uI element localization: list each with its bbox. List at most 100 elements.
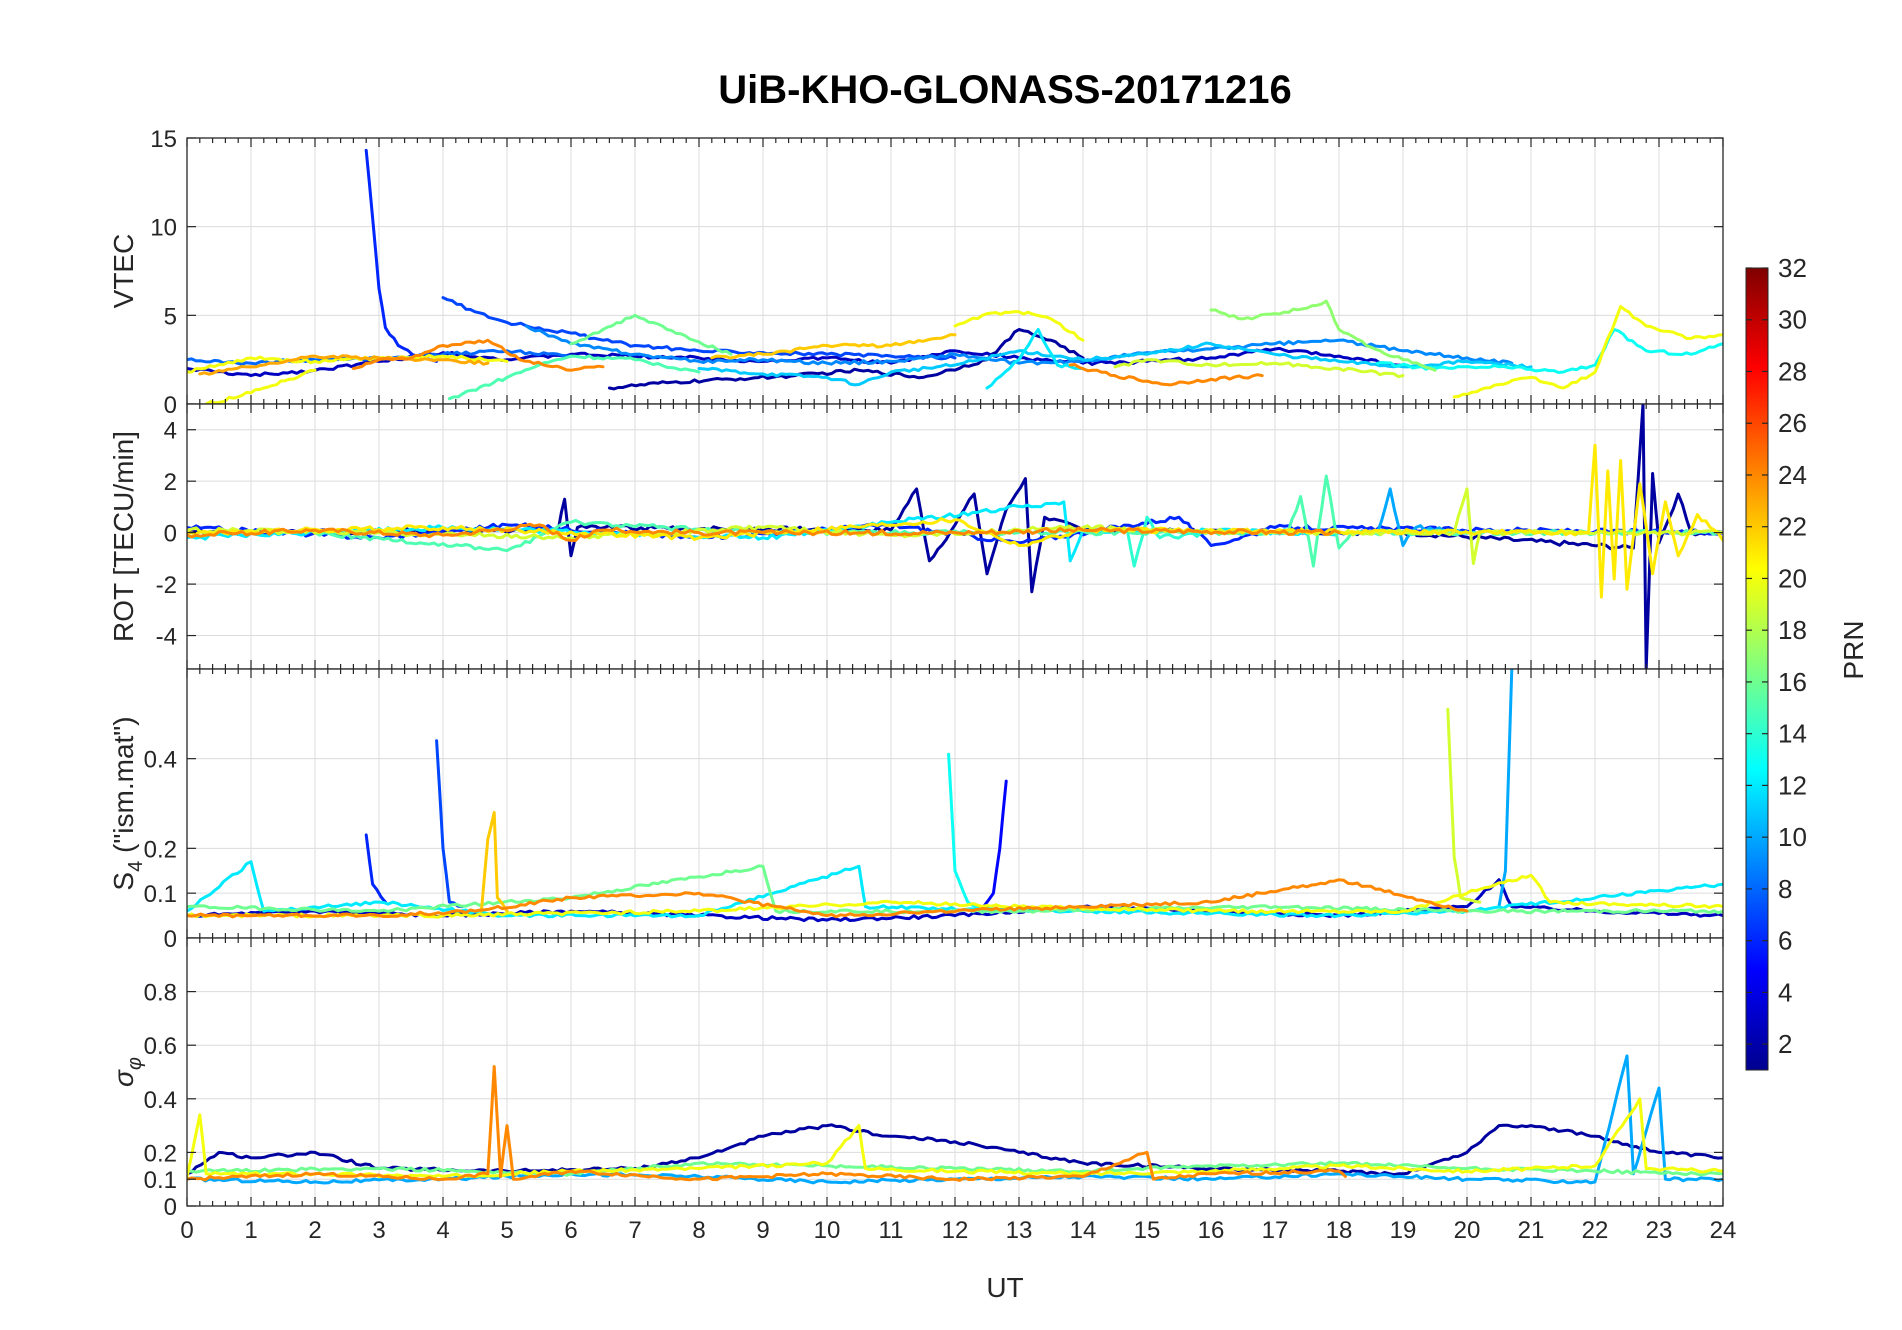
series-prn-12	[985, 328, 1085, 390]
y-tick-label: 0.6	[144, 1033, 177, 1060]
series-prn-13	[1375, 328, 1723, 374]
y-tick-label: 0.1	[144, 881, 177, 908]
x-tick-labels: 0 1 2 3 4 5 6 7 8 9 10 11 12 13 14 15 16 17 18 19 20 21 22 23 24	[180, 1217, 1736, 1244]
colorbar-tick-label: 30	[1778, 305, 1807, 335]
series-prn-16	[569, 313, 733, 356]
x-tick-label: 24	[1710, 1217, 1737, 1244]
y-tick-label: 0	[164, 521, 177, 548]
panel-s4: 0 0.1 0.2 0.4S4 ("ism.mat")	[108, 668, 1724, 953]
series-prn-23	[198, 354, 490, 376]
y-tick-label: -4	[156, 624, 177, 651]
colorbar-tick-label: 6	[1778, 926, 1792, 956]
y-tick-label: 0	[164, 392, 177, 419]
x-tick-label: 2	[308, 1217, 321, 1244]
y-tick-label: 10	[150, 215, 177, 242]
series-prn-24	[187, 522, 1341, 542]
colorbar-label: PRN	[1838, 620, 1869, 679]
y-tick-label: 0	[164, 1194, 177, 1221]
series-prn-10	[1497, 669, 1514, 909]
colorbar-tick-label: 28	[1778, 356, 1807, 386]
x-tick-label: 19	[1390, 1217, 1417, 1244]
x-tick-label: 11	[879, 1217, 904, 1244]
colorbar-tick-label: 22	[1778, 512, 1807, 542]
x-tick-label: 7	[628, 1217, 641, 1244]
colorbar-tick-label: 26	[1778, 408, 1807, 438]
series-prn-17	[1209, 299, 1437, 372]
panel-rot: -4 -2 0 2 4 ROT [TECU/min]	[108, 403, 1724, 670]
series-prn-20	[953, 310, 1085, 342]
y-axis-label: σφ	[108, 1057, 146, 1087]
traces	[187, 669, 1723, 923]
y-tick-label: 15	[150, 126, 177, 153]
x-tick-label: 4	[436, 1217, 449, 1244]
series-prn-22	[479, 811, 509, 913]
x-tick-label: 23	[1646, 1217, 1673, 1244]
colorbar-gradient	[1745, 267, 1769, 1071]
y-tick-label: 5	[164, 303, 177, 330]
colorbar-tick-label: 2	[1778, 1029, 1792, 1059]
y-tick-label: 0.4	[144, 747, 177, 774]
x-tick-label: 13	[1006, 1217, 1033, 1244]
series-prn-14	[1126, 515, 1213, 568]
x-tick-label: 1	[244, 1217, 257, 1244]
colorbar-tick-label: 32	[1778, 253, 1807, 283]
colorbar-tick-label: 8	[1778, 874, 1792, 904]
series-prn-24	[187, 878, 1469, 919]
series-prn-24	[1068, 363, 1264, 387]
x-tick-label: 10	[814, 1217, 841, 1244]
traces	[187, 148, 1723, 404]
x-tick-label: 0	[180, 1217, 193, 1244]
colorbar-tick-label: 24	[1778, 460, 1807, 490]
x-tick-label: 21	[1518, 1217, 1545, 1244]
panel-vtec: 0 5 10 15 VTEC	[108, 126, 1724, 419]
series-prn-2	[607, 328, 1085, 391]
series-prn-6	[364, 833, 387, 904]
series-prn-22	[710, 333, 957, 360]
x-tick-label: 15	[1134, 1217, 1161, 1244]
x-tick-label: 14	[1070, 1217, 1097, 1244]
series-prn-20	[1452, 305, 1723, 399]
y-tick-label: 0.4	[144, 1087, 177, 1114]
colorbar-tick-label: 14	[1778, 719, 1807, 749]
series-prn-9	[524, 324, 1514, 366]
series-prn-19	[1113, 358, 1405, 379]
colorbar-tick-label: 20	[1778, 563, 1807, 593]
x-tick-label: 5	[500, 1217, 513, 1244]
colorbar-tick-label: 16	[1778, 667, 1807, 697]
x-axis-label: UT	[986, 1272, 1023, 1303]
x-tick-label: 12	[942, 1217, 969, 1244]
y-tick-label: 0	[164, 926, 177, 953]
series-prn-11	[697, 341, 1533, 387]
y-tick-label: 0.8	[144, 980, 177, 1007]
chart-title: UiB-KHO-GLONASS-20171216	[718, 68, 1292, 112]
traces	[187, 404, 1723, 669]
series-prn-20	[187, 873, 1723, 919]
y-tick-label: 0.2	[144, 1140, 177, 1167]
y-axis-label: VTEC	[108, 234, 139, 309]
x-tick-label: 20	[1454, 1217, 1481, 1244]
y-tick-label: 2	[164, 469, 177, 496]
series-prn-21	[187, 443, 1723, 599]
y-tick-label: 4	[164, 418, 177, 445]
series-prn-5	[979, 779, 1008, 913]
y-tick-label: 0.1	[144, 1167, 177, 1194]
x-tick-label: 18	[1326, 1217, 1353, 1244]
y-tick-label: -2	[156, 572, 177, 599]
x-tick-label: 9	[756, 1217, 769, 1244]
panel-sigma_phi: 00.10.2 0.4 0.6 0.8 σφ	[108, 937, 1724, 1221]
series-prn-24	[187, 1065, 1347, 1182]
x-tick-label: 17	[1262, 1217, 1289, 1244]
series-prn-19	[1446, 707, 1482, 904]
x-tick-label: 8	[692, 1217, 705, 1244]
y-axis-label: ROT [TECU/min]	[108, 431, 139, 642]
colorbar-tick-label: 4	[1778, 977, 1792, 1007]
x-tick-label: 22	[1582, 1217, 1609, 1244]
series-prn-16	[187, 1160, 1723, 1177]
y-tick-label: 0.2	[144, 836, 177, 863]
x-tick-label: 16	[1198, 1217, 1225, 1244]
y-axis-label: S4 ("ism.mat")	[108, 716, 147, 890]
